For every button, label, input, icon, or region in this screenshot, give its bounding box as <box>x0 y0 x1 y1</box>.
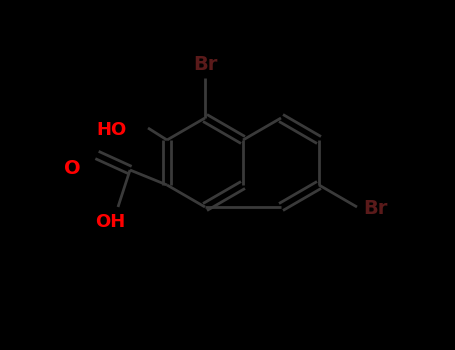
Text: HO: HO <box>97 121 127 139</box>
Text: Br: Br <box>193 56 217 75</box>
Text: O: O <box>64 159 81 177</box>
Text: Br: Br <box>363 198 387 217</box>
Text: OH: OH <box>95 213 125 231</box>
